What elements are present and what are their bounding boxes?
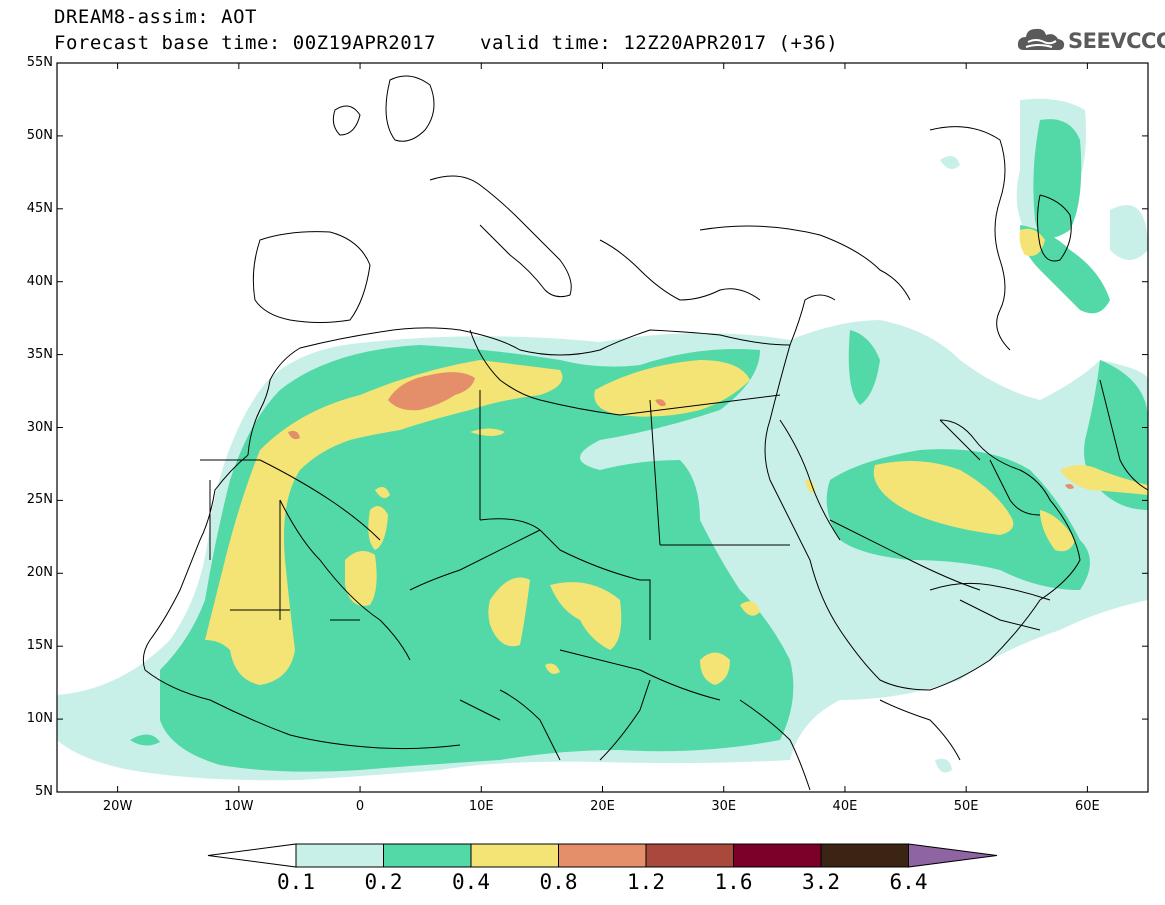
lat-label: 40N xyxy=(26,273,53,289)
lon-label: 0 xyxy=(355,799,365,814)
colorbar-box xyxy=(295,843,384,868)
colorbar-box xyxy=(558,843,647,868)
lon-label: 30E xyxy=(711,799,737,814)
title-line-2: Forecast base time: 00Z19APR2017 valid ti… xyxy=(54,32,838,54)
axis-ticks xyxy=(57,62,1148,793)
lat-label: 25N xyxy=(26,492,53,508)
colorbar-high-arrow xyxy=(908,843,998,868)
colorbar-label: 6.4 xyxy=(889,870,928,894)
colorbar-label: 0.1 xyxy=(277,870,315,894)
lat-label: 5N xyxy=(35,784,53,799)
logo-text: SEEVCCC xyxy=(1068,29,1165,53)
lat-label: 35N xyxy=(26,346,53,362)
colorbar-label: 1.6 xyxy=(714,870,753,894)
lon-label: 10E xyxy=(468,799,494,814)
valid-time: valid time: 12Z20APR2017 (+36) xyxy=(480,32,839,54)
aot-level-0-8 xyxy=(288,372,1074,489)
colorbar-box xyxy=(383,843,472,868)
colorbar-box xyxy=(733,843,822,868)
lat-label: 45N xyxy=(26,200,53,216)
aot-level-0-4 xyxy=(205,228,1148,685)
lon-label: 10W xyxy=(224,799,254,814)
seevccc-logo: SEEVCCC xyxy=(1016,23,1165,57)
lat-label: 20N xyxy=(26,565,53,581)
colorbar-label: 3.2 xyxy=(802,870,840,894)
lon-label: 60E xyxy=(1074,799,1100,814)
cloud-icon xyxy=(1017,28,1065,51)
forecast-base-time: Forecast base time: 00Z19APR2017 xyxy=(54,32,437,54)
lon-label: 20E xyxy=(590,799,615,814)
colorbar-box xyxy=(470,843,559,868)
colorbar-label: 0.4 xyxy=(452,870,490,894)
aot-field xyxy=(57,98,1148,781)
lat-label: 30N xyxy=(26,419,53,435)
lat-label: 55N xyxy=(26,55,53,70)
title-line-1: DREAM8-assim: AOT xyxy=(54,6,257,28)
colorbar-box xyxy=(820,843,909,868)
lat-label: 15N xyxy=(26,638,53,654)
lat-label: 50N xyxy=(26,127,53,143)
lat-label: 10N xyxy=(26,711,53,727)
lon-label: 50E xyxy=(953,799,979,814)
lon-label: 40E xyxy=(832,799,858,814)
coastlines xyxy=(142,75,1148,791)
lon-label: 20W xyxy=(102,799,133,814)
colorbar-low-arrow xyxy=(207,843,297,868)
colorbar-label: 0.2 xyxy=(364,870,403,894)
colorbar-label: 1.2 xyxy=(627,870,665,894)
colorbar-label: 0.8 xyxy=(539,870,578,894)
colorbar-box xyxy=(645,843,734,868)
